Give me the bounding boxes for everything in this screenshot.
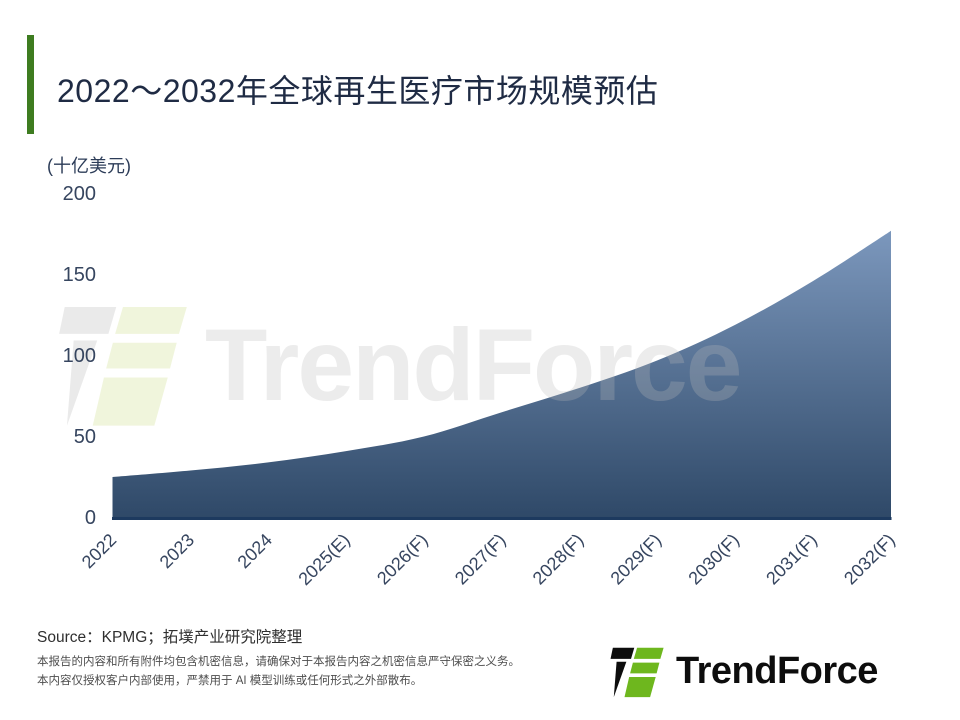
logo-mark-green-foot [624, 677, 656, 698]
x-axis-tick-2030(F): 2030(F) [684, 530, 743, 589]
x-axis-tick-2022: 2022 [78, 530, 120, 572]
x-axis-ticks: 2022 2023 2024 2025(E) 2026(F) 2027(F) 2028(F)… [78, 530, 899, 589]
logo-wordmark: TrendForce [676, 649, 878, 692]
y-axis-unit-label: (十亿美元) [47, 156, 131, 176]
trendforce-logo-mark-watermark [59, 306, 187, 426]
source-note: Source：KPMG；拓墣产业研究院整理 [37, 629, 303, 646]
page-title: 2022～2032年全球再生医疗市场规模预估 [57, 73, 659, 109]
watermark-mark-black-leg [66, 340, 98, 426]
y-axis-tick-0: 0 [85, 507, 96, 529]
watermark-mark-green-top [115, 306, 187, 334]
market-size-area-series [112, 230, 891, 518]
watermark-mark-green-mid [106, 342, 177, 369]
x-axis-tick-2024: 2024 [234, 530, 276, 572]
trendforce-watermark: TrendForce [59, 306, 742, 426]
watermark-text: TrendForce [205, 308, 740, 422]
y-axis-tick-50: 50 [74, 426, 96, 448]
x-axis-tick-2025(E): 2025(E) [294, 530, 353, 589]
y-axis-tick-100: 100 [63, 345, 96, 367]
trendforce-logo: TrendForce [610, 644, 878, 698]
title-accent-bar [27, 35, 34, 134]
x-axis-tick-2031(F): 2031(F) [762, 530, 821, 589]
y-axis-tick-200: 200 [63, 183, 96, 205]
disclaimer-line-1: 本报告的内容和所有附件均包含机密信息，请确保对于本报告内容之机密信息严守保密之义… [37, 656, 520, 668]
logo-mark-green-mid [630, 662, 660, 674]
y-axis-ticks: 0 50 100 150 200 [63, 183, 96, 529]
x-axis-tick-2023: 2023 [156, 530, 198, 572]
logo-mark-black-bar [610, 647, 635, 659]
watermark-mark-green-foot [92, 377, 168, 426]
disclaimer-line-2: 本内容仅授权客户内部使用，严禁用于 AI 模型训练或任何形式之外部散布。 [37, 675, 423, 687]
x-axis-tick-2029(F): 2029(F) [607, 530, 666, 589]
x-axis-tick-2027(F): 2027(F) [451, 530, 510, 589]
logo-mark-green-top [633, 647, 664, 659]
x-axis-tick-2028(F): 2028(F) [529, 530, 588, 589]
y-axis-tick-150: 150 [63, 264, 96, 286]
x-axis-tick-2026(F): 2026(F) [373, 530, 432, 589]
trendforce-logo-mark-icon [610, 647, 664, 698]
logo-mark-black-leg [613, 661, 627, 698]
watermark-mark-black-bar [59, 306, 117, 334]
x-axis-tick-2032(F): 2032(F) [840, 530, 899, 589]
